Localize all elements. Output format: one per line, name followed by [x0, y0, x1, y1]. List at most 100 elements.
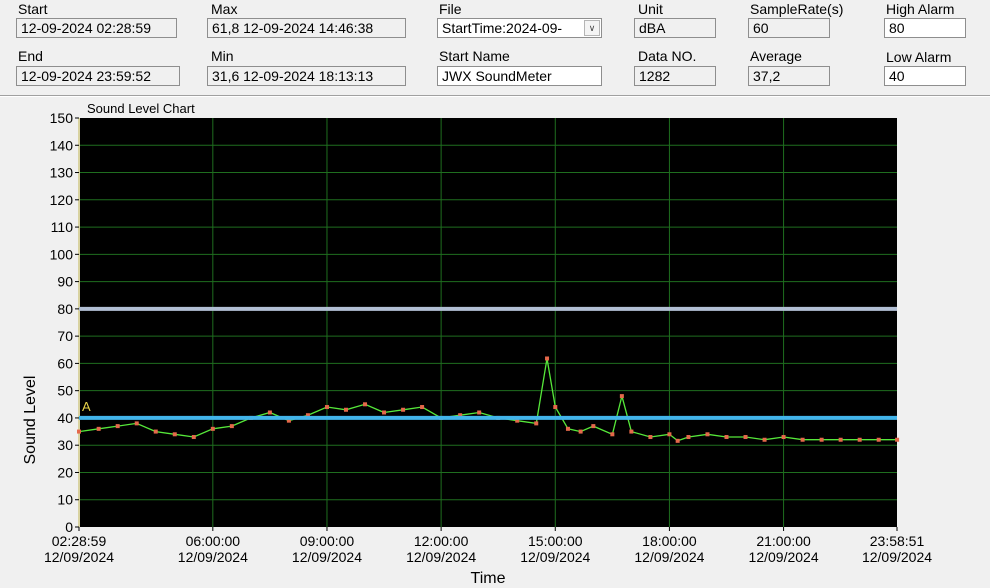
data-point	[591, 424, 596, 429]
y-tick-label: 90	[57, 274, 73, 290]
data-point	[134, 421, 139, 426]
x-tick-date: 12/09/2024	[749, 549, 819, 565]
unit-label: Unit	[638, 1, 663, 17]
y-tick-label: 30	[57, 437, 73, 453]
data-point	[229, 424, 234, 429]
high-alarm-field[interactable]: 80	[884, 18, 966, 38]
y-tick-label: 120	[50, 192, 74, 208]
series-line	[78, 358, 898, 442]
data-point	[267, 410, 272, 415]
min-label: Min	[211, 48, 234, 64]
sample-rate-field[interactable]: 60	[748, 18, 830, 38]
data-point	[565, 426, 570, 431]
data-point	[743, 435, 748, 440]
x-axis-label: Time	[471, 570, 506, 587]
start-name-label: Start Name	[439, 48, 510, 64]
end-field[interactable]: 12-09-2024 23:59:52	[16, 66, 180, 86]
start-label: Start	[18, 1, 48, 17]
data-point	[876, 437, 881, 442]
y-tick-label: 150	[50, 110, 74, 126]
data-no-field[interactable]: 1282	[634, 66, 716, 86]
max-label: Max	[211, 1, 238, 17]
data-point	[648, 435, 653, 440]
x-tick-time: 18:00:00	[642, 533, 697, 549]
data-point	[838, 437, 843, 442]
data-point	[705, 432, 710, 437]
x-tick-time: 12:00:00	[414, 533, 469, 549]
x-tick-time: 09:00:00	[300, 533, 355, 549]
data-point	[458, 413, 463, 418]
max-field[interactable]: 61,8 12-09-2024 14:46:38	[207, 18, 406, 38]
data-point	[762, 437, 767, 442]
data-point	[675, 438, 680, 443]
data-point	[619, 394, 624, 399]
chart-title: Sound Level Chart	[87, 101, 195, 116]
x-tick-date: 12/09/2024	[178, 549, 248, 565]
data-point	[363, 402, 368, 407]
data-point	[343, 407, 348, 412]
data-point	[578, 429, 583, 434]
data-point	[724, 435, 729, 440]
x-tick-date: 12/09/2024	[292, 549, 362, 565]
data-point	[515, 418, 520, 423]
data-point	[857, 437, 862, 442]
x-tick-time: 15:00:00	[528, 533, 583, 549]
x-tick-date: 12/09/2024	[862, 549, 932, 565]
y-tick-label: 100	[50, 246, 74, 262]
data-point	[629, 429, 634, 434]
x-tick-time: 21:00:00	[756, 533, 811, 549]
data-point	[305, 413, 310, 418]
x-tick-time: 23:58:51	[870, 533, 925, 549]
data-point	[534, 421, 539, 426]
y-tick-label: 10	[57, 492, 73, 508]
x-tick-time: 06:00:00	[186, 533, 241, 549]
min-field[interactable]: 31,6 12-09-2024 18:13:13	[207, 66, 406, 86]
data-point	[153, 429, 158, 434]
x-tick-date: 12/09/2024	[520, 549, 590, 565]
data-point	[401, 407, 406, 412]
y-tick-label: 50	[57, 383, 73, 399]
data-point	[210, 426, 215, 431]
unit-field[interactable]: dBA	[634, 18, 716, 38]
y-tick-label: 70	[57, 328, 73, 344]
chevron-down-icon[interactable]: ∨	[584, 20, 600, 36]
data-point	[324, 405, 329, 410]
data-point	[895, 437, 900, 442]
file-select-value: StartTime:2024-09-	[442, 20, 563, 36]
data-point	[172, 432, 177, 437]
file-select[interactable]: StartTime:2024-09- ∨	[437, 18, 602, 38]
low-alarm-label: Low Alarm	[886, 49, 952, 65]
y-tick-label: 20	[57, 464, 73, 480]
data-point	[477, 410, 482, 415]
y-tick-label: 130	[50, 165, 74, 181]
y-tick-label: 60	[57, 355, 73, 371]
data-point	[286, 418, 291, 423]
data-point	[191, 435, 196, 440]
low-alarm-mark: A	[82, 399, 91, 414]
high-alarm-label: High Alarm	[886, 1, 955, 17]
average-label: Average	[750, 48, 802, 64]
data-point	[382, 410, 387, 415]
x-tick-time: 02:28:59	[52, 533, 107, 549]
x-tick-date: 12/09/2024	[44, 549, 114, 565]
y-tick-label: 80	[57, 301, 73, 317]
data-point	[96, 426, 101, 431]
data-point	[610, 432, 615, 437]
data-point	[667, 432, 672, 437]
data-point	[819, 437, 824, 442]
file-label: File	[439, 1, 462, 17]
data-point	[686, 435, 691, 440]
x-tick-date: 12/09/2024	[634, 549, 704, 565]
start-field[interactable]: 12-09-2024 02:28:59	[16, 18, 177, 38]
y-tick-label: 110	[51, 219, 74, 235]
start-name-field[interactable]: JWX SoundMeter	[437, 66, 602, 86]
low-alarm-field[interactable]: 40	[884, 66, 966, 86]
end-label: End	[18, 48, 43, 64]
y-tick-label: 140	[50, 137, 74, 153]
y-tick-label: 40	[57, 410, 73, 426]
header-separator	[0, 95, 990, 97]
average-field[interactable]: 37,2	[748, 66, 830, 86]
x-tick-date: 12/09/2024	[406, 549, 476, 565]
data-point	[800, 437, 805, 442]
plot-area[interactable]	[79, 118, 897, 527]
